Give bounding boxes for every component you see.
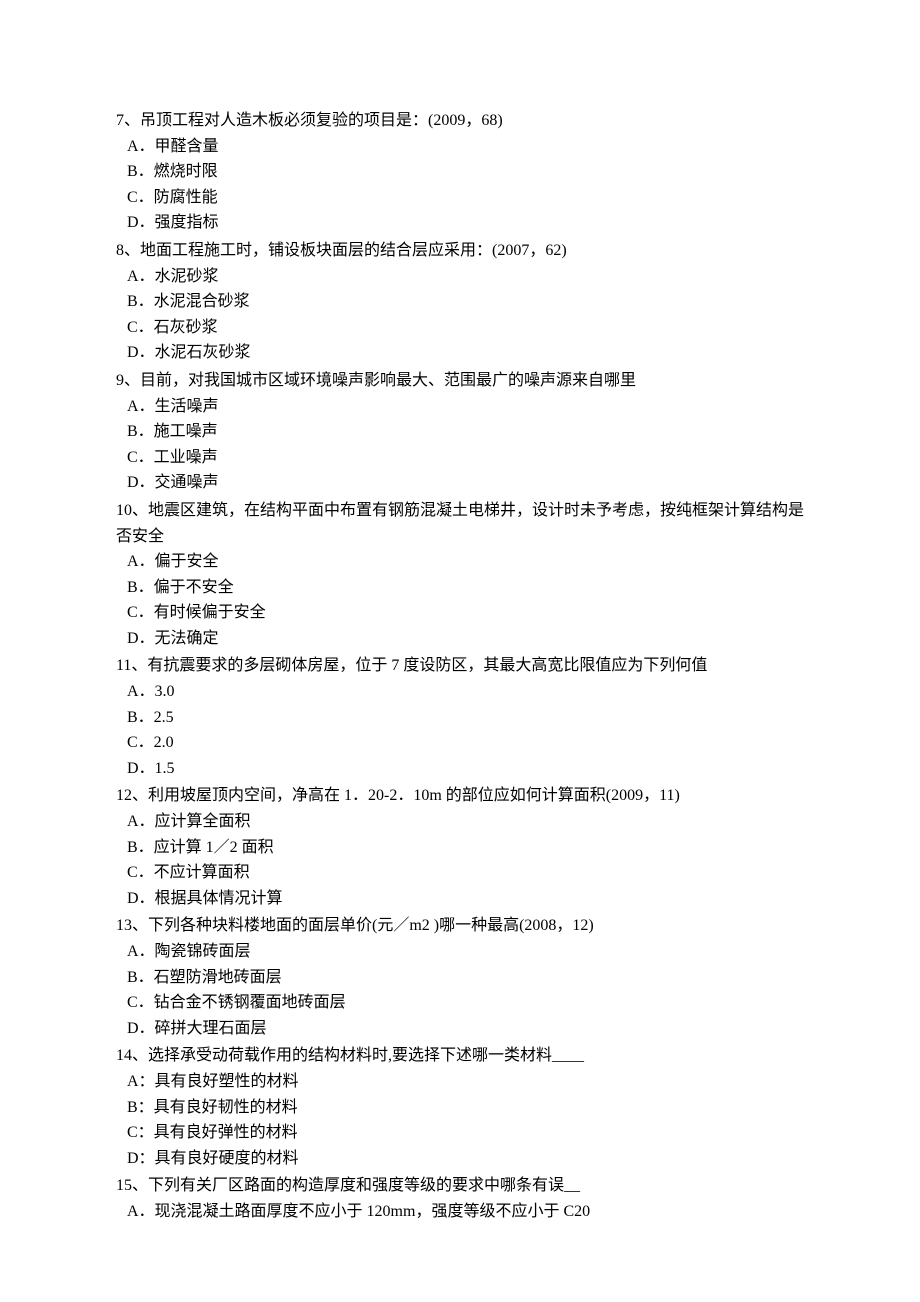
document-content: 7、吊顶工程对人造木板必须复验的项目是：(2009，68) A．甲醛含量 B．燃…	[116, 108, 804, 1225]
question-text: 11、有抗震要求的多层砌体房屋，位于 7 度设防区，其最大高宽比限值应为下列何值	[116, 653, 804, 679]
option-a: A．甲醛含量	[116, 134, 804, 160]
option-b: B．石塑防滑地砖面层	[116, 965, 804, 991]
option-c: C．2.0	[116, 730, 804, 756]
option-a: A．生活噪声	[116, 394, 804, 420]
option-b: B．施工噪声	[116, 419, 804, 445]
option-a: A．陶瓷锦砖面层	[116, 939, 804, 965]
option-c: C．钻合金不锈钢覆面地砖面层	[116, 990, 804, 1016]
question-text: 9、目前，对我国城市区域环境噪声影响最大、范围最广的噪声源来自哪里	[116, 368, 804, 394]
option-a: A．水泥砂浆	[116, 264, 804, 290]
question-text: 7、吊顶工程对人造木板必须复验的项目是：(2009，68)	[116, 108, 804, 134]
question-10: 10、地震区建筑，在结构平面中布置有钢筋混凝土电梯井，设计时未予考虑，按纯框架计…	[116, 498, 804, 652]
option-c: C．防腐性能	[116, 185, 804, 211]
question-body: 、地震区建筑，在结构平面中布置有钢筋混凝土电梯井，设计时未予考虑，按纯框架计算结…	[116, 502, 804, 545]
question-14: 14、选择承受动荷载作用的结构材料时,要选择下述哪一类材料____ A：具有良好…	[116, 1043, 804, 1171]
question-8: 8、地面工程施工时，铺设板块面层的结合层应采用：(2007，62) A．水泥砂浆…	[116, 238, 804, 366]
option-b: B．燃烧时限	[116, 159, 804, 185]
question-13: 13、下列各种块料楼地面的面层单价(元／m2 )哪一种最高(2008，12) A…	[116, 913, 804, 1041]
option-d: D．无法确定	[116, 626, 804, 652]
question-body: 、目前，对我国城市区域环境噪声影响最大、范围最广的噪声源来自哪里	[124, 372, 636, 389]
option-c: C．石灰砂浆	[116, 315, 804, 341]
question-7: 7、吊顶工程对人造木板必须复验的项目是：(2009，68) A．甲醛含量 B．燃…	[116, 108, 804, 236]
option-a: A．现浇混凝土路面厚度不应小于 120mm，强度等级不应小于 C20	[116, 1199, 804, 1225]
question-15: 15、下列有关厂区路面的构造厚度和强度等级的要求中哪条有误__ A．现浇混凝土路…	[116, 1173, 804, 1224]
question-number: 12	[116, 787, 132, 804]
option-c: C：具有良好弹性的材料	[116, 1120, 804, 1146]
question-12: 12、利用坡屋顶内空间，净高在 1．20-2．10m 的部位应如何计算面积(20…	[116, 783, 804, 911]
question-number: 7	[116, 112, 124, 129]
option-d: D：具有良好硬度的材料	[116, 1146, 804, 1172]
option-b: B．2.5	[116, 705, 804, 731]
option-b: B：具有良好韧性的材料	[116, 1095, 804, 1121]
option-c: C．有时候偏于安全	[116, 600, 804, 626]
question-9: 9、目前，对我国城市区域环境噪声影响最大、范围最广的噪声源来自哪里 A．生活噪声…	[116, 368, 804, 496]
question-number: 13	[116, 917, 132, 934]
option-c: C．工业噪声	[116, 445, 804, 471]
question-number: 14	[116, 1047, 132, 1064]
question-text: 8、地面工程施工时，铺设板块面层的结合层应采用：(2007，62)	[116, 238, 804, 264]
option-d: D．水泥石灰砂浆	[116, 340, 804, 366]
question-number: 9	[116, 372, 124, 389]
question-11: 11、有抗震要求的多层砌体房屋，位于 7 度设防区，其最大高宽比限值应为下列何值…	[116, 653, 804, 781]
option-b: B．水泥混合砂浆	[116, 289, 804, 315]
question-body: 、下列各种块料楼地面的面层单价(元／m2 )哪一种最高(2008，12)	[132, 917, 594, 934]
option-a: A．应计算全面积	[116, 809, 804, 835]
question-number: 15	[116, 1177, 132, 1194]
question-text: 15、下列有关厂区路面的构造厚度和强度等级的要求中哪条有误__	[116, 1173, 804, 1199]
option-c: C．不应计算面积	[116, 860, 804, 886]
question-body: 、下列有关厂区路面的构造厚度和强度等级的要求中哪条有误__	[132, 1177, 580, 1194]
option-d: D．根据具体情况计算	[116, 886, 804, 912]
question-body: 、吊顶工程对人造木板必须复验的项目是：(2009，68)	[124, 112, 503, 129]
option-d: D．碎拼大理石面层	[116, 1016, 804, 1042]
question-text: 12、利用坡屋顶内空间，净高在 1．20-2．10m 的部位应如何计算面积(20…	[116, 783, 804, 809]
option-d: D．强度指标	[116, 210, 804, 236]
question-text: 14、选择承受动荷载作用的结构材料时,要选择下述哪一类材料____	[116, 1043, 804, 1069]
option-b: B．偏于不安全	[116, 575, 804, 601]
question-number: 10	[116, 502, 132, 519]
option-a: A．偏于安全	[116, 549, 804, 575]
option-a: A：具有良好塑性的材料	[116, 1069, 804, 1095]
question-number: 8	[116, 242, 124, 259]
question-body: 、地面工程施工时，铺设板块面层的结合层应采用：(2007，62)	[124, 242, 567, 259]
question-body: 、有抗震要求的多层砌体房屋，位于 7 度设防区，其最大高宽比限值应为下列何值	[131, 657, 707, 674]
question-text: 10、地震区建筑，在结构平面中布置有钢筋混凝土电梯井，设计时未予考虑，按纯框架计…	[116, 498, 804, 549]
question-body: 、选择承受动荷载作用的结构材料时,要选择下述哪一类材料____	[132, 1047, 584, 1064]
option-d: D．1.5	[116, 756, 804, 782]
question-number: 11	[116, 657, 131, 674]
option-d: D．交通噪声	[116, 470, 804, 496]
option-a: A．3.0	[116, 679, 804, 705]
option-b: B．应计算 1／2 面积	[116, 835, 804, 861]
question-text: 13、下列各种块料楼地面的面层单价(元／m2 )哪一种最高(2008，12)	[116, 913, 804, 939]
question-body: 、利用坡屋顶内空间，净高在 1．20-2．10m 的部位应如何计算面积(2009…	[132, 787, 680, 804]
